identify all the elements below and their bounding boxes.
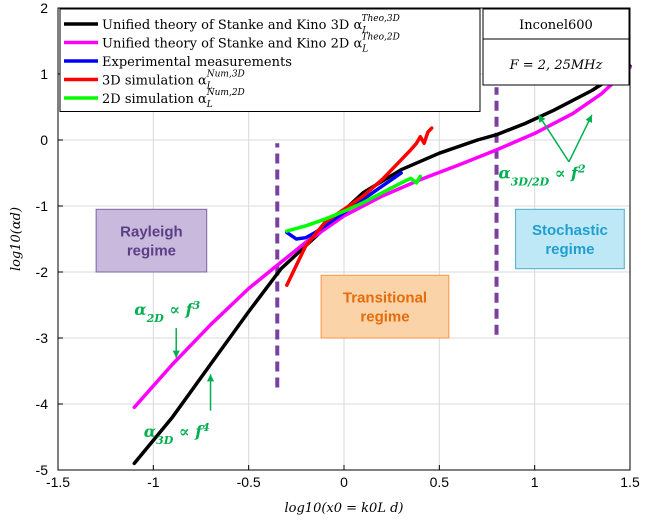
material-label: Inconel600 bbox=[519, 18, 593, 33]
frequency-label: F = 2, 25MHz bbox=[509, 58, 603, 73]
legend-entry: Unified theory of Stanke and Kino 2D αLT… bbox=[102, 33, 400, 55]
y-axis-label: log10(αd) bbox=[9, 207, 24, 271]
y-tick-label: -3 bbox=[36, 330, 49, 346]
legend-entry: Experimental measurements bbox=[102, 55, 292, 70]
regime-box bbox=[515, 208, 625, 270]
y-tick-label: -2 bbox=[36, 264, 49, 280]
x-tick-label: -1 bbox=[147, 474, 160, 490]
regime-label: Rayleigh bbox=[120, 224, 183, 241]
y-tick-label: 1 bbox=[40, 66, 48, 82]
regime-label: regime bbox=[360, 309, 409, 326]
x-axis-label: log10(x0 = k0L d) bbox=[285, 501, 404, 516]
regime-box bbox=[320, 274, 450, 339]
legend: Unified theory of Stanke and Kino 3D αLT… bbox=[59, 8, 481, 112]
series-line-5 bbox=[285, 174, 423, 233]
power-law-annotation: α3D/2D ∝ f2 bbox=[498, 162, 586, 188]
y-tick-label: -4 bbox=[36, 396, 49, 412]
regime-boundaries bbox=[275, 87, 499, 388]
regime-label: Transitional bbox=[343, 290, 427, 307]
x-tick-label: 0 bbox=[340, 474, 348, 490]
legend-box bbox=[59, 8, 481, 112]
regime-box bbox=[95, 208, 208, 273]
x-tick-label: -0.5 bbox=[237, 474, 261, 490]
legend-entry: 2D simulation αLNum,2D bbox=[102, 88, 245, 110]
annotations: α2D ∝ f3 α3D ∝ f4 α3D/2D ∝ f2 bbox=[134, 162, 586, 447]
regime-label: Stochastic bbox=[532, 222, 608, 239]
annotation-arrows bbox=[172, 114, 593, 411]
annotation-arrow bbox=[568, 114, 593, 163]
regime-label: regime bbox=[127, 243, 176, 260]
annotation-arrowhead bbox=[538, 114, 546, 123]
y-tick-label: -5 bbox=[36, 462, 49, 478]
annotation-arrow bbox=[537, 114, 570, 163]
tick-labels: -1.5 -1 -0.5 0 0.5 1 1.5 -5 -4 -3 -2 -1 0 1 2 bbox=[36, 0, 640, 490]
regime-label: regime bbox=[545, 241, 594, 258]
annotation-arrowhead bbox=[585, 114, 593, 123]
x-tick-label: -1.5 bbox=[46, 474, 70, 490]
series-line-2 bbox=[132, 65, 632, 410]
x-tick-label: 1 bbox=[531, 474, 539, 490]
series-line-4 bbox=[285, 126, 434, 287]
info-frame bbox=[482, 8, 630, 86]
x-tick-label: 1.5 bbox=[620, 474, 640, 490]
annotation-arrowhead bbox=[206, 374, 215, 382]
legend-entry: 3D simulation αLNum,3D bbox=[102, 70, 245, 92]
legend-entry: Unified theory of Stanke and Kino 3D αLT… bbox=[102, 14, 400, 36]
power-law-annotation: α2D ∝ f3 bbox=[134, 298, 200, 324]
regime-labels: Rayleigh regime Transitional regime Stochast… bbox=[95, 208, 625, 339]
y-tick-label: 0 bbox=[40, 132, 48, 148]
y-tick-label: 2 bbox=[40, 0, 48, 16]
y-tick-label: -1 bbox=[36, 198, 49, 214]
power-law-annotation: α3D ∝ f4 bbox=[144, 421, 210, 447]
x-tick-label: 0.5 bbox=[430, 474, 450, 490]
info-box: Inconel600 F = 2, 25MHz bbox=[482, 8, 630, 86]
annotation-arrowhead bbox=[172, 350, 180, 358]
